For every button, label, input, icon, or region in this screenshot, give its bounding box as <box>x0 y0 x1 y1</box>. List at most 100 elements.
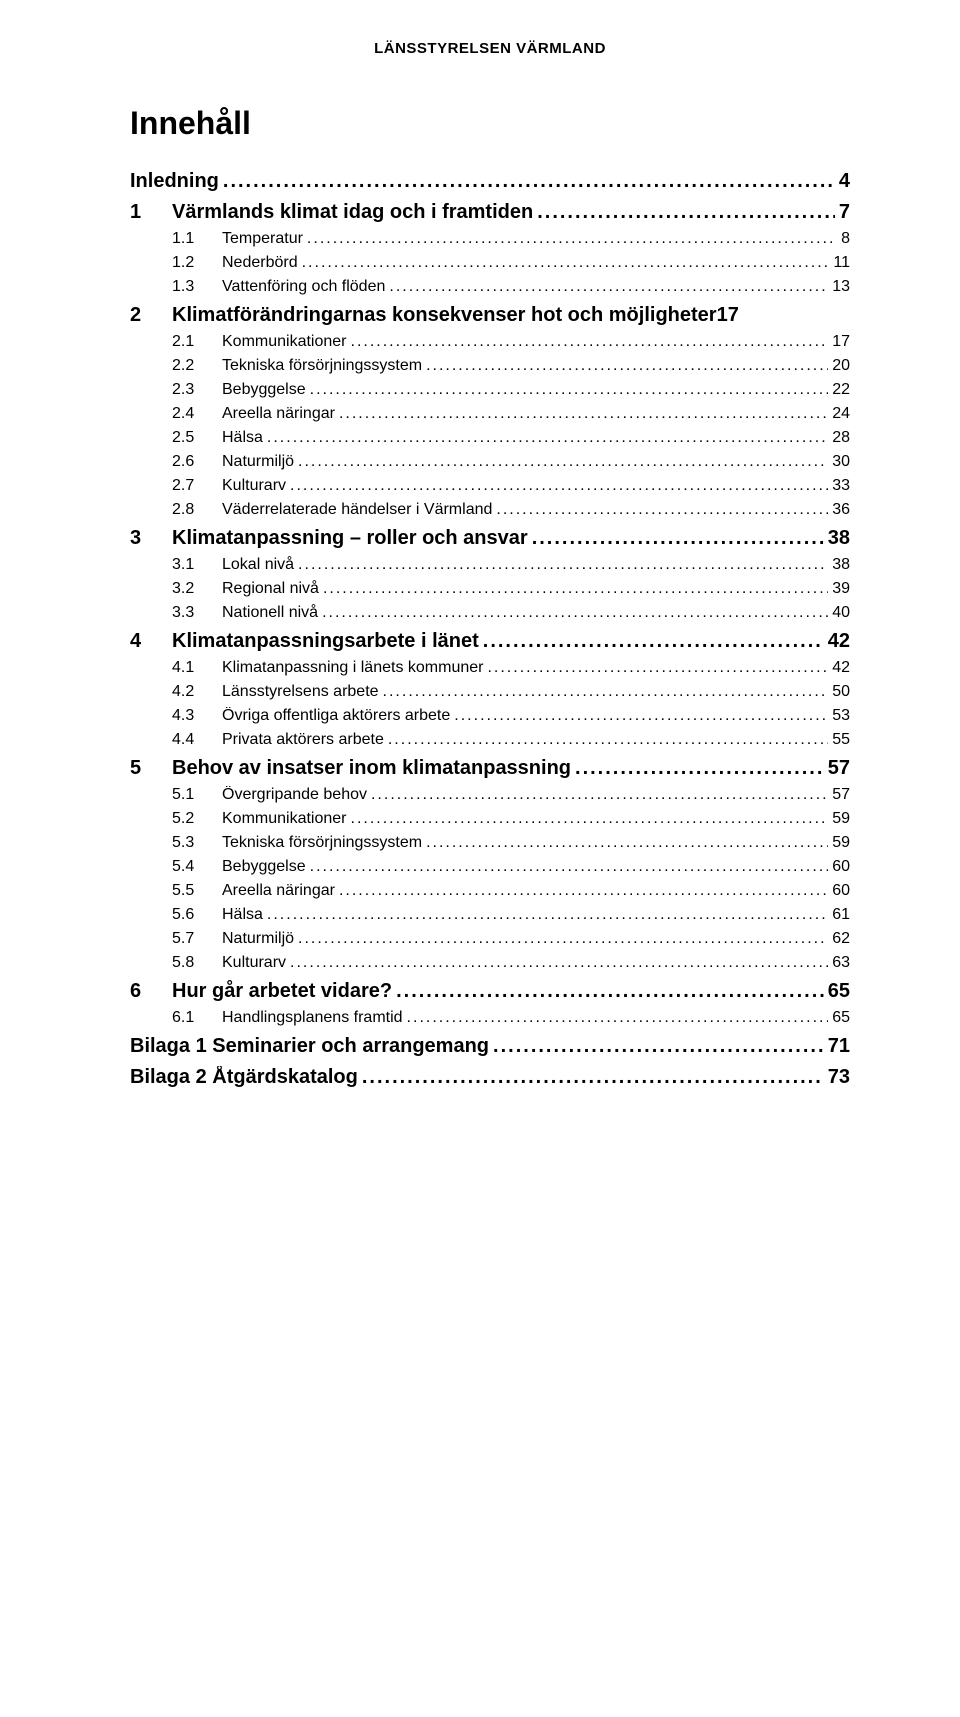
toc-entry-text: Länsstyrelsens arbete <box>222 683 379 700</box>
toc-entry-number: 2.5 <box>172 429 222 447</box>
toc-entry-text: Väderrelaterade händelser i Värmland <box>222 501 492 518</box>
toc-entry-label: 3.1Lokal nivå <box>172 556 294 574</box>
toc-entry-page: 7 <box>839 201 850 224</box>
toc-entry-page: 65 <box>828 980 850 1003</box>
toc-entry-label: 4Klimatanpassningsarbete i länet <box>130 630 479 653</box>
toc-entry: 5Behov av insatser inom klimatanpassning… <box>130 757 850 780</box>
toc-entry-label: 5.8Kulturarv <box>172 954 286 972</box>
toc-entry-number: 6.1 <box>172 1009 222 1027</box>
toc-entry: 2.6Naturmiljö 30 <box>172 453 850 471</box>
toc-entry-text: Naturmiljö <box>222 930 294 947</box>
toc-entry-label: Bilaga 1 Seminarier och arrangemang <box>130 1035 489 1058</box>
toc-entry-number: 1 <box>130 201 172 224</box>
toc-entry-page: 53 <box>832 707 850 725</box>
toc-entry: 3.2Regional nivå 39 <box>172 580 850 598</box>
toc-entry-label: 1.1Temperatur <box>172 230 303 248</box>
toc-entry: 2.7Kulturarv 33 <box>172 477 850 495</box>
toc-entry-label: 1.3Vattenföring och flöden <box>172 278 385 296</box>
toc-entry-text: Hälsa <box>222 429 263 446</box>
toc-entry-text: Bilaga 2 Åtgärdskatalog <box>130 1066 358 1088</box>
toc-entry-text: Värmlands klimat idag och i framtiden <box>172 201 533 223</box>
toc-leader-dots <box>223 170 835 193</box>
toc-entry-label: 2.4Areella näringar <box>172 405 335 423</box>
toc-entry-page: 63 <box>832 954 850 972</box>
toc-leader-dots <box>339 882 828 900</box>
toc-entry-page: 13 <box>832 278 850 296</box>
toc-entry-text: Behov av insatser inom klimatanpassning <box>172 757 571 779</box>
page-header: LÄNSSTYRELSEN VÄRMLAND <box>130 40 850 57</box>
toc-leader-dots <box>290 954 828 972</box>
toc-entry-number: 6 <box>130 980 172 1003</box>
toc-leader-dots <box>351 333 829 351</box>
toc-entry: 3Klimatanpassning – roller och ansvar 38 <box>130 527 850 550</box>
toc-entry-page: 33 <box>832 477 850 495</box>
toc-leader-dots <box>310 381 829 399</box>
toc-entry-page: 38 <box>832 556 850 574</box>
toc-entry-number: 2.4 <box>172 405 222 423</box>
toc-entry-text: Klimatanpassning i länets kommuner <box>222 659 483 676</box>
toc-entry: 6Hur går arbetet vidare? 65 <box>130 980 850 1003</box>
toc-entry-label: Bilaga 2 Åtgärdskatalog <box>130 1066 358 1089</box>
toc-entry-label: 2.8Väderrelaterade händelser i Värmland <box>172 501 492 519</box>
toc-entry-number: 5.7 <box>172 930 222 948</box>
toc-entry: 5.7Naturmiljö 62 <box>172 930 850 948</box>
toc-entry-text: Övriga offentliga aktörers arbete <box>222 707 450 724</box>
toc-entry-text: Lokal nivå <box>222 556 294 573</box>
toc-entry-page: 65 <box>832 1009 850 1027</box>
toc-entry: 3.1Lokal nivå 38 <box>172 556 850 574</box>
toc-entry: 5.5Areella näringar 60 <box>172 882 850 900</box>
toc-leader-dots <box>298 453 828 471</box>
toc-entry: 1.3Vattenföring och flöden 13 <box>172 278 850 296</box>
toc-entry-text: Bilaga 1 Seminarier och arrangemang <box>130 1035 489 1057</box>
toc-leader-dots <box>426 357 828 375</box>
toc-leader-dots <box>407 1009 829 1027</box>
toc-entry-number: 5.2 <box>172 810 222 828</box>
toc-leader-dots <box>575 757 824 780</box>
toc-entry-text: Kommunikationer <box>222 810 347 827</box>
toc-leader-dots <box>322 604 828 622</box>
toc-entry-text: Regional nivå <box>222 580 319 597</box>
toc-entry: 1.1Temperatur 8 <box>172 230 850 248</box>
toc-entry-page: 20 <box>832 357 850 375</box>
toc-entry-text: Naturmiljö <box>222 453 294 470</box>
toc-entry-page: 38 <box>828 527 850 550</box>
toc-entry-label: 5.5Areella näringar <box>172 882 335 900</box>
toc-leader-dots <box>323 580 828 598</box>
toc-entry-text: Temperatur <box>222 230 303 247</box>
toc-leader-dots <box>383 683 829 701</box>
toc-entry-number: 1.2 <box>172 254 222 272</box>
toc-entry-number: 5.5 <box>172 882 222 900</box>
toc-leader-dots <box>302 254 830 272</box>
toc-leader-dots <box>339 405 828 423</box>
toc-entry-label: 4.2Länsstyrelsens arbete <box>172 683 379 701</box>
toc-entry-page: 28 <box>832 429 850 447</box>
toc-entry-page: 30 <box>832 453 850 471</box>
toc-entry-number: 2.6 <box>172 453 222 471</box>
toc-entry: Bilaga 1 Seminarier och arrangemang 71 <box>130 1035 850 1058</box>
toc-leader-dots <box>454 707 828 725</box>
toc-entry-number: 2 <box>130 304 172 327</box>
toc-entry: Inledning 4 <box>130 170 850 193</box>
toc-entry-label: 1Värmlands klimat idag och i framtiden <box>130 201 533 224</box>
toc-entry-number: 3.3 <box>172 604 222 622</box>
toc-container: Inledning 4 1Värmlands klimat idag och i … <box>130 170 850 1089</box>
toc-entry-label: 4.3Övriga offentliga aktörers arbete <box>172 707 450 725</box>
toc-entry-number: 1.1 <box>172 230 222 248</box>
toc-entry-page: 59 <box>832 834 850 852</box>
toc-entry-page: 42 <box>828 630 850 653</box>
toc-entry-number: 4 <box>130 630 172 653</box>
toc-entry-text: Klimatförändringarnas konsekvenser hot o… <box>172 304 739 326</box>
toc-entry-text: Privata aktörers arbete <box>222 731 384 748</box>
toc-entry-label: 5.2Kommunikationer <box>172 810 347 828</box>
toc-entry: 2.1Kommunikationer 17 <box>172 333 850 351</box>
toc-entry-label: Inledning <box>130 170 219 193</box>
toc-leader-dots <box>298 556 828 574</box>
toc-entry-page: 73 <box>828 1066 850 1089</box>
toc-leader-dots <box>389 278 828 296</box>
toc-entry-page: 57 <box>832 786 850 804</box>
toc-leader-dots <box>267 906 828 924</box>
toc-entry-page: 42 <box>832 659 850 677</box>
toc-entry-number: 1.3 <box>172 278 222 296</box>
toc-entry-page: 71 <box>828 1035 850 1058</box>
toc-entry-label: 1.2Nederbörd <box>172 254 298 272</box>
